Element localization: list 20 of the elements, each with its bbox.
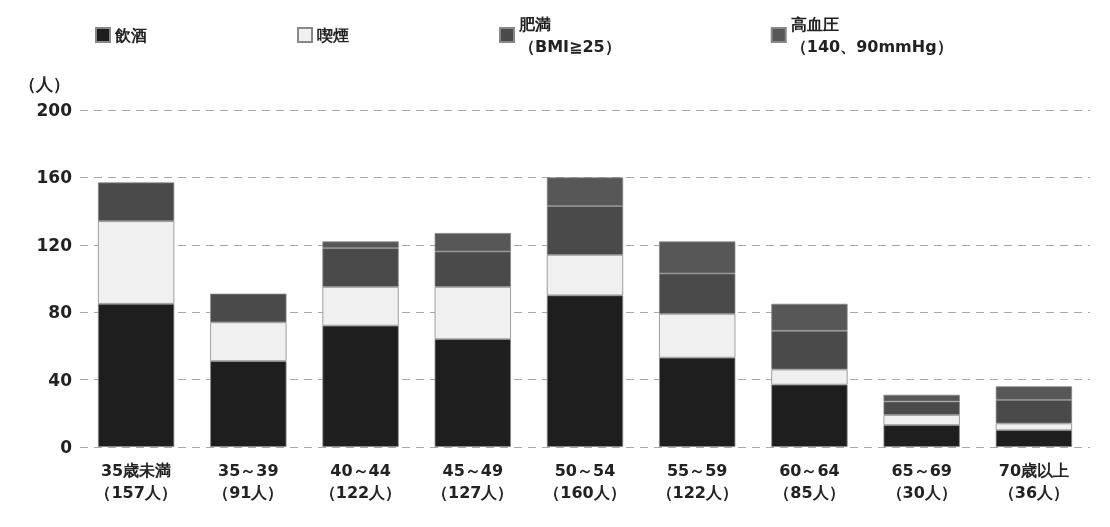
- legend-label: 肥満（BMI≧25）: [518, 14, 621, 56]
- y-tick-label: 80: [48, 302, 73, 323]
- legend-label: 高血圧（140、90mmHg）: [790, 14, 953, 56]
- x-tick-label: 35歳未満（157人）: [95, 460, 177, 502]
- y-tick-label: 200: [36, 100, 73, 120]
- x-tick-label: 70歳以上（36人）: [998, 460, 1070, 502]
- x-tick-label: 65～69（30人）: [886, 460, 957, 502]
- y-tick-label: 120: [36, 234, 73, 255]
- legend-label: 喫煙: [317, 25, 349, 45]
- x-tick-label: 55～59（122人）: [656, 460, 738, 502]
- y-tick-label: 40: [48, 369, 73, 390]
- x-tick-label: 40～44（122人）: [319, 460, 402, 502]
- x-tick-label: 45～49（127人）: [432, 460, 514, 502]
- y-axis-title: （人）: [19, 73, 70, 94]
- legend-label: 飲酒: [114, 25, 147, 45]
- y-tick-label: 160: [36, 167, 73, 188]
- x-tick-label: 60～64（85人）: [774, 460, 845, 502]
- y-tick-label: 0: [60, 437, 73, 457]
- x-tick-label: 35～39（91人）: [213, 460, 284, 502]
- x-tick-label: 50～54（160人）: [544, 460, 626, 502]
